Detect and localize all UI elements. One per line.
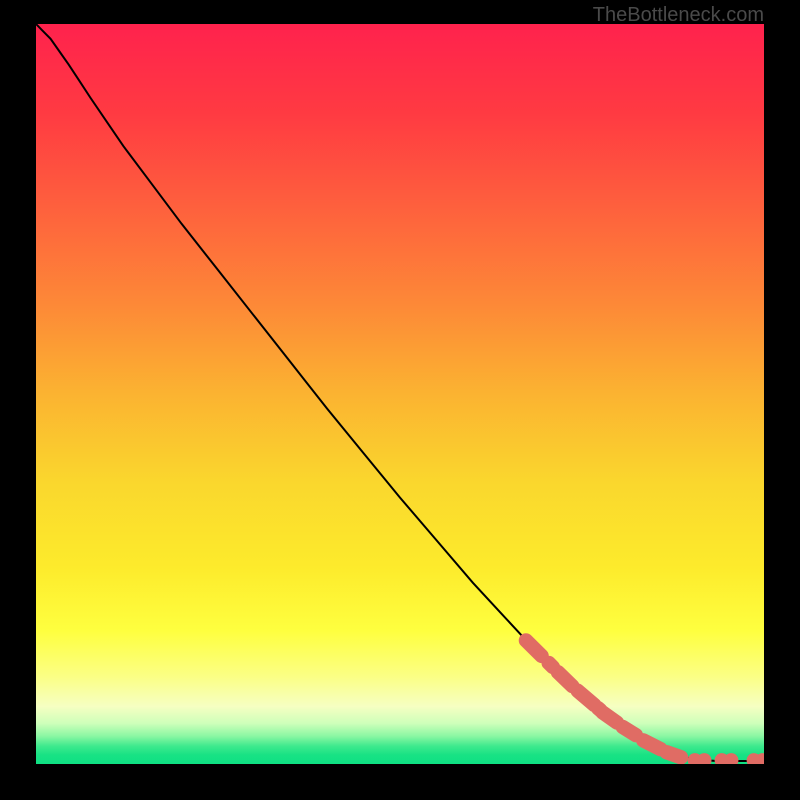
attribution-label: TheBottleneck.com <box>593 4 764 27</box>
chart-svg <box>36 24 764 764</box>
marker-segment <box>602 712 617 722</box>
marker-segment <box>666 752 681 757</box>
marker-segment <box>643 740 660 749</box>
chart-plot-area <box>36 24 764 764</box>
marker-segment <box>558 672 573 686</box>
marker-segment <box>623 727 636 735</box>
